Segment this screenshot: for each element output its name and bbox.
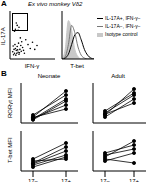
html-text:A: A [1, 0, 7, 8]
html-text:IL-17A+, IFN-γ−: IL-17A+, IFN-γ− [105, 15, 141, 21]
svg-text:17+: 17+ [61, 178, 72, 182]
html-text:IL-17A: IL-17A [0, 27, 6, 45]
html-text:RORγt MFI: RORγt MFI [7, 88, 13, 118]
html-text:Isotype control: Isotype control [105, 31, 138, 37]
svg-text:17−: 17− [28, 178, 39, 182]
html-text:B: B [1, 69, 7, 78]
html-text:T-bet: T-bet [70, 63, 84, 69]
html-text:Neonate: Neonate [37, 73, 61, 79]
html-text:Adult: Adult [111, 73, 125, 79]
html-text:T-bet MFI: T-bet MFI [7, 137, 13, 163]
html-text:IFN-γ: IFN-γ [24, 63, 40, 69]
html-text:IL-17A−, IFN-γ−: IL-17A−, IFN-γ− [105, 23, 141, 29]
svg-text:17−: 17− [100, 178, 111, 182]
html-text:Ex vivo monkey Vδ2: Ex vivo monkey Vδ2 [28, 1, 83, 7]
svg-text:17+: 17+ [129, 178, 140, 182]
